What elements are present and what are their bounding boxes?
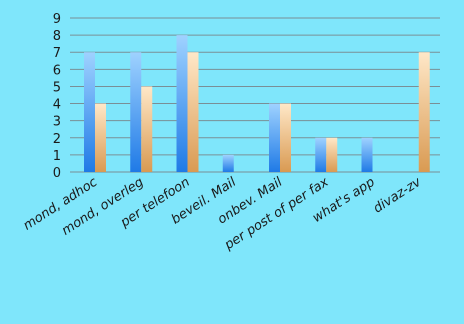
x-category-label: divaz-zv [371,175,424,217]
bar-series-2 [326,137,338,172]
y-tick-label: 6 [53,63,61,78]
bar-series-1 [269,103,280,172]
bar-series-2 [187,52,199,172]
bar-series-1 [84,52,95,172]
bar-series-2 [95,103,106,172]
bar-series-1 [176,35,188,172]
y-tick-label: 0 [53,166,61,181]
bar-series-1 [130,52,142,172]
bar-series-1 [222,154,234,172]
bar-series-2 [141,86,153,172]
bar-series-1 [315,137,327,172]
y-tick-label: 4 [53,98,61,113]
y-tick-label: 2 [53,132,61,147]
y-tick-label: 1 [53,149,61,164]
gridlines [70,17,440,173]
y-tick-label: 7 [53,46,61,61]
bar-series-2 [418,52,430,172]
x-category-label: mond, overleg [59,175,146,239]
y-tick-label: 9 [53,12,61,27]
bar-series-1 [361,137,373,172]
y-tick-label: 8 [53,29,61,44]
bar-series-2 [280,103,291,172]
bars [84,35,430,172]
y-tick-label: 5 [53,80,61,95]
y-axis-ticks: 0 1 2 3 4 5 6 7 8 9 [53,12,61,181]
y-tick-label: 3 [53,115,61,130]
